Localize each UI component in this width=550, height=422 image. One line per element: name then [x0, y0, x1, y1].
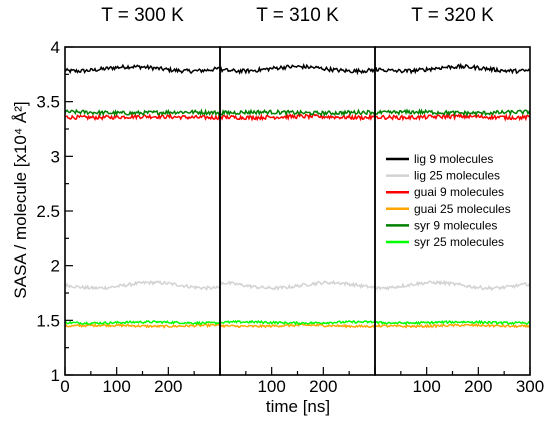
series-line-4-panel-1 — [64, 322, 221, 329]
series-lines — [64, 62, 531, 329]
series-line-3-panel-1 — [64, 112, 221, 121]
legend-label: syr 25 molecules — [414, 235, 504, 249]
series-line-1-panel-3 — [374, 62, 531, 75]
series-line-6-panel-3 — [374, 319, 531, 326]
series-line-1-panel-1 — [64, 63, 221, 75]
x-tick-label: 300 — [516, 377, 544, 396]
y-tick-label: 2.5 — [36, 202, 60, 221]
y-tick-label: 3.5 — [36, 93, 60, 112]
x-axis: 0 100 200 100 200 100 200 300 — [60, 367, 544, 396]
legend-label: lig 9 molecules — [414, 152, 493, 166]
series-line-4-panel-3 — [374, 323, 531, 329]
y-axis: 1 1.5 2 2.5 3 3.5 4 — [36, 38, 73, 385]
series-line-3-panel-2 — [219, 112, 376, 122]
legend-label: lig 25 molecules — [414, 169, 500, 183]
y-tick-label: 2 — [51, 257, 60, 276]
x-tick-label: 100 — [102, 377, 130, 396]
x-tick-label: 100 — [257, 377, 285, 396]
panel-title-2: T = 310 K — [256, 5, 339, 26]
x-tick-label: 200 — [309, 377, 337, 396]
y-tick-label: 1 — [51, 366, 60, 385]
y-tick-label: 3 — [51, 147, 60, 166]
series-line-1-panel-2 — [219, 63, 376, 76]
legend-label: guai 9 molecules — [414, 185, 504, 199]
legend-label: syr 9 molecules — [414, 218, 497, 232]
series-line-2-panel-1 — [64, 280, 221, 292]
series-line-6-panel-1 — [64, 320, 221, 326]
legend-label: guai 25 molecules — [414, 202, 511, 216]
y-tick-label: 1.5 — [36, 311, 60, 330]
legend: lig 9 molecules lig 25 molecules guai 9 mo… — [386, 152, 511, 249]
x-tick-label: 100 — [412, 377, 440, 396]
series-line-4-panel-2 — [219, 323, 376, 329]
series-line-5-panel-1 — [64, 108, 221, 117]
series-line-5-panel-3 — [374, 108, 531, 118]
series-line-3-panel-3 — [374, 112, 531, 122]
panel-title-1: T = 300 K — [101, 5, 184, 26]
y-axis-label: SASA / molecule [x10⁴ Å²] — [11, 101, 30, 298]
panel-title-3: T = 320 K — [411, 5, 494, 26]
x-tick-label: 0 — [60, 377, 69, 396]
x-axis-label: time [ns] — [266, 397, 330, 416]
series-line-6-panel-2 — [219, 319, 376, 326]
x-tick-label: 200 — [464, 377, 492, 396]
panel-titles: T = 300 K T = 310 K T = 320 K — [101, 5, 494, 26]
series-line-5-panel-2 — [219, 108, 376, 117]
series-line-2-panel-2 — [219, 279, 376, 292]
x-tick-label: 200 — [154, 377, 182, 396]
series-line-2-panel-3 — [374, 279, 531, 292]
y-tick-label: 4 — [51, 38, 60, 57]
